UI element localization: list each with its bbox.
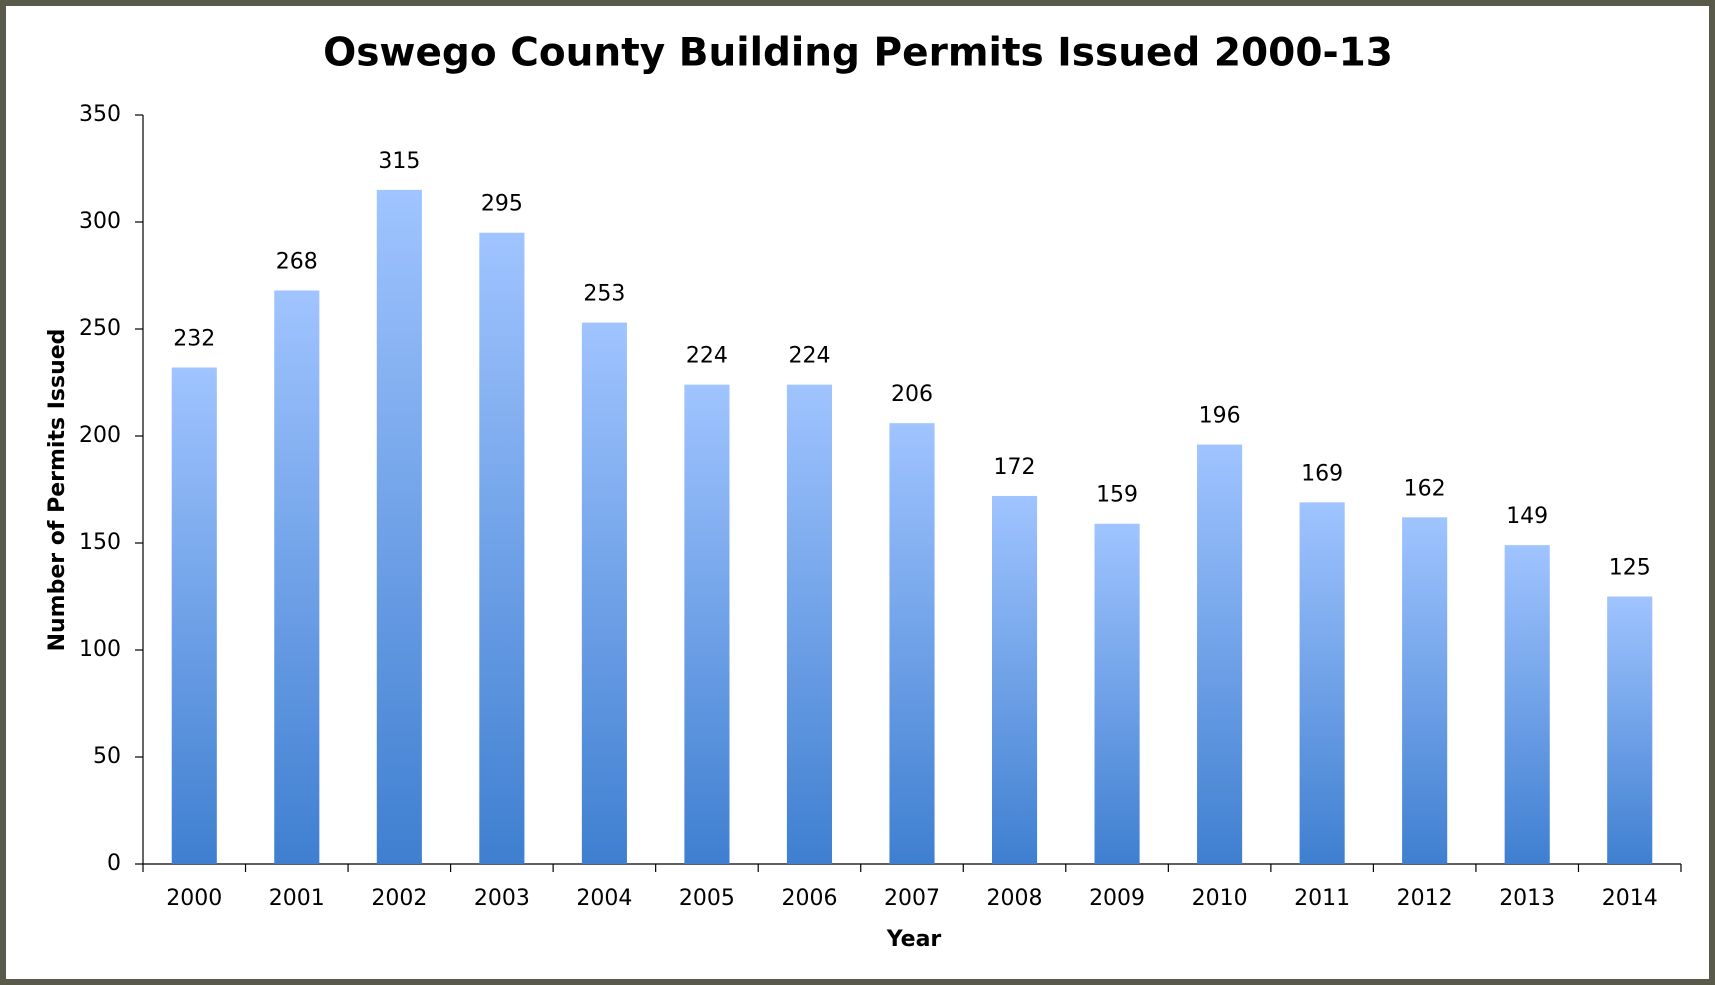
value-label: 295 xyxy=(481,192,523,217)
x-tick-label: 2008 xyxy=(987,886,1043,911)
bar xyxy=(1094,523,1140,864)
bar xyxy=(171,367,217,864)
bar xyxy=(376,189,422,864)
value-label: 196 xyxy=(1199,404,1241,429)
bar xyxy=(274,290,320,865)
value-label: 125 xyxy=(1609,556,1651,581)
x-tick-label: 2009 xyxy=(1089,886,1145,911)
bar xyxy=(479,232,525,864)
y-tick-label: 200 xyxy=(79,423,121,448)
x-tick-label: 2001 xyxy=(269,886,325,911)
value-label: 315 xyxy=(378,149,420,174)
y-tick-label: 350 xyxy=(79,102,121,127)
value-label: 159 xyxy=(1096,483,1138,508)
bar xyxy=(1402,517,1448,864)
bar xyxy=(1299,502,1345,864)
x-tick-label: 2003 xyxy=(474,886,530,911)
bar xyxy=(1607,596,1653,864)
bar xyxy=(1504,545,1550,864)
x-tick-label: 2004 xyxy=(576,886,632,911)
value-label: 224 xyxy=(788,344,830,369)
bar xyxy=(1197,444,1243,864)
x-tick-label: 2000 xyxy=(166,886,222,911)
x-axis-title: Year xyxy=(886,927,942,952)
value-label: 169 xyxy=(1301,461,1343,486)
x-tick-label: 2014 xyxy=(1602,886,1658,911)
y-tick-label: 0 xyxy=(107,851,121,876)
x-tick-label: 2006 xyxy=(781,886,837,911)
value-label: 224 xyxy=(686,344,728,369)
chart-title: Oswego County Building Permits Issued 20… xyxy=(323,31,1393,76)
bar xyxy=(581,322,627,865)
x-tick-label: 2007 xyxy=(884,886,940,911)
y-tick-label: 250 xyxy=(79,316,121,341)
x-tick-label: 2013 xyxy=(1499,886,1555,911)
x-tick-label: 2002 xyxy=(371,886,427,911)
value-label: 268 xyxy=(276,249,318,274)
x-tick-label: 2011 xyxy=(1294,886,1350,911)
bar xyxy=(684,384,730,864)
bar xyxy=(786,384,833,864)
y-tick-label: 50 xyxy=(93,744,121,769)
bar xyxy=(991,495,1038,864)
bar xyxy=(889,423,935,864)
y-tick-label: 150 xyxy=(79,530,121,555)
x-tick-label: 2012 xyxy=(1397,886,1453,911)
value-label: 149 xyxy=(1506,504,1548,529)
value-label: 172 xyxy=(994,455,1036,480)
y-axis-title: Number of Permits Issued xyxy=(45,329,70,652)
value-label: 206 xyxy=(891,382,933,407)
value-label: 162 xyxy=(1404,476,1446,501)
value-label: 253 xyxy=(583,282,625,307)
y-tick-label: 100 xyxy=(79,637,121,662)
x-tick-label: 2010 xyxy=(1192,886,1248,911)
value-label: 232 xyxy=(173,327,215,352)
x-tick-label: 2005 xyxy=(679,886,735,911)
y-tick-label: 300 xyxy=(79,209,121,234)
